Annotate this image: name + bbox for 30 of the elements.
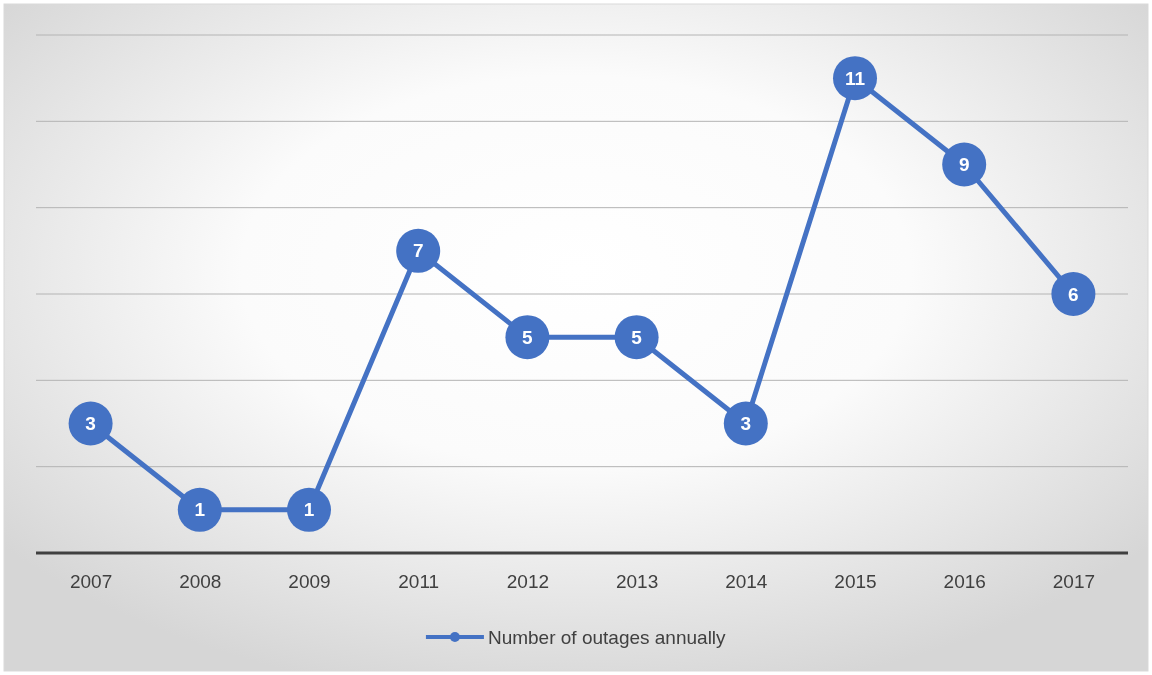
data-label: 3 [740, 413, 752, 435]
point [396, 228, 441, 273]
point [287, 487, 331, 532]
x-tick-label: 2013 [615, 571, 659, 593]
x-tick-label: 2016 [943, 571, 986, 593]
data-label: 3 [85, 413, 96, 435]
point [68, 401, 113, 446]
x-tick-label: 2009 [288, 571, 331, 593]
data-label: 1 [194, 499, 206, 521]
point [614, 315, 659, 360]
x-tick-label: 2012 [506, 571, 550, 593]
data-label: 11 [844, 67, 866, 89]
point [1051, 272, 1096, 316]
data-label: 5 [631, 326, 643, 348]
data-label: 1 [303, 499, 315, 521]
point [942, 142, 987, 187]
data-label: 6 [1068, 283, 1079, 305]
data-label: 5 [522, 326, 534, 348]
x-tick-label: 2014 [725, 571, 768, 593]
x-tick-label: 2017 [1052, 571, 1096, 593]
data-label: 9 [958, 154, 970, 176]
x-tick-label: 2015 [834, 571, 877, 593]
point [505, 315, 550, 360]
point [723, 401, 768, 446]
x-tick-label: 2008 [179, 571, 222, 593]
data-label: 7 [412, 240, 424, 262]
legend-label: Number of outages annually [487, 626, 727, 648]
point [177, 487, 222, 532]
x-tick-label: 2007 [69, 571, 113, 593]
x-tick-label: 2011 [398, 571, 440, 593]
